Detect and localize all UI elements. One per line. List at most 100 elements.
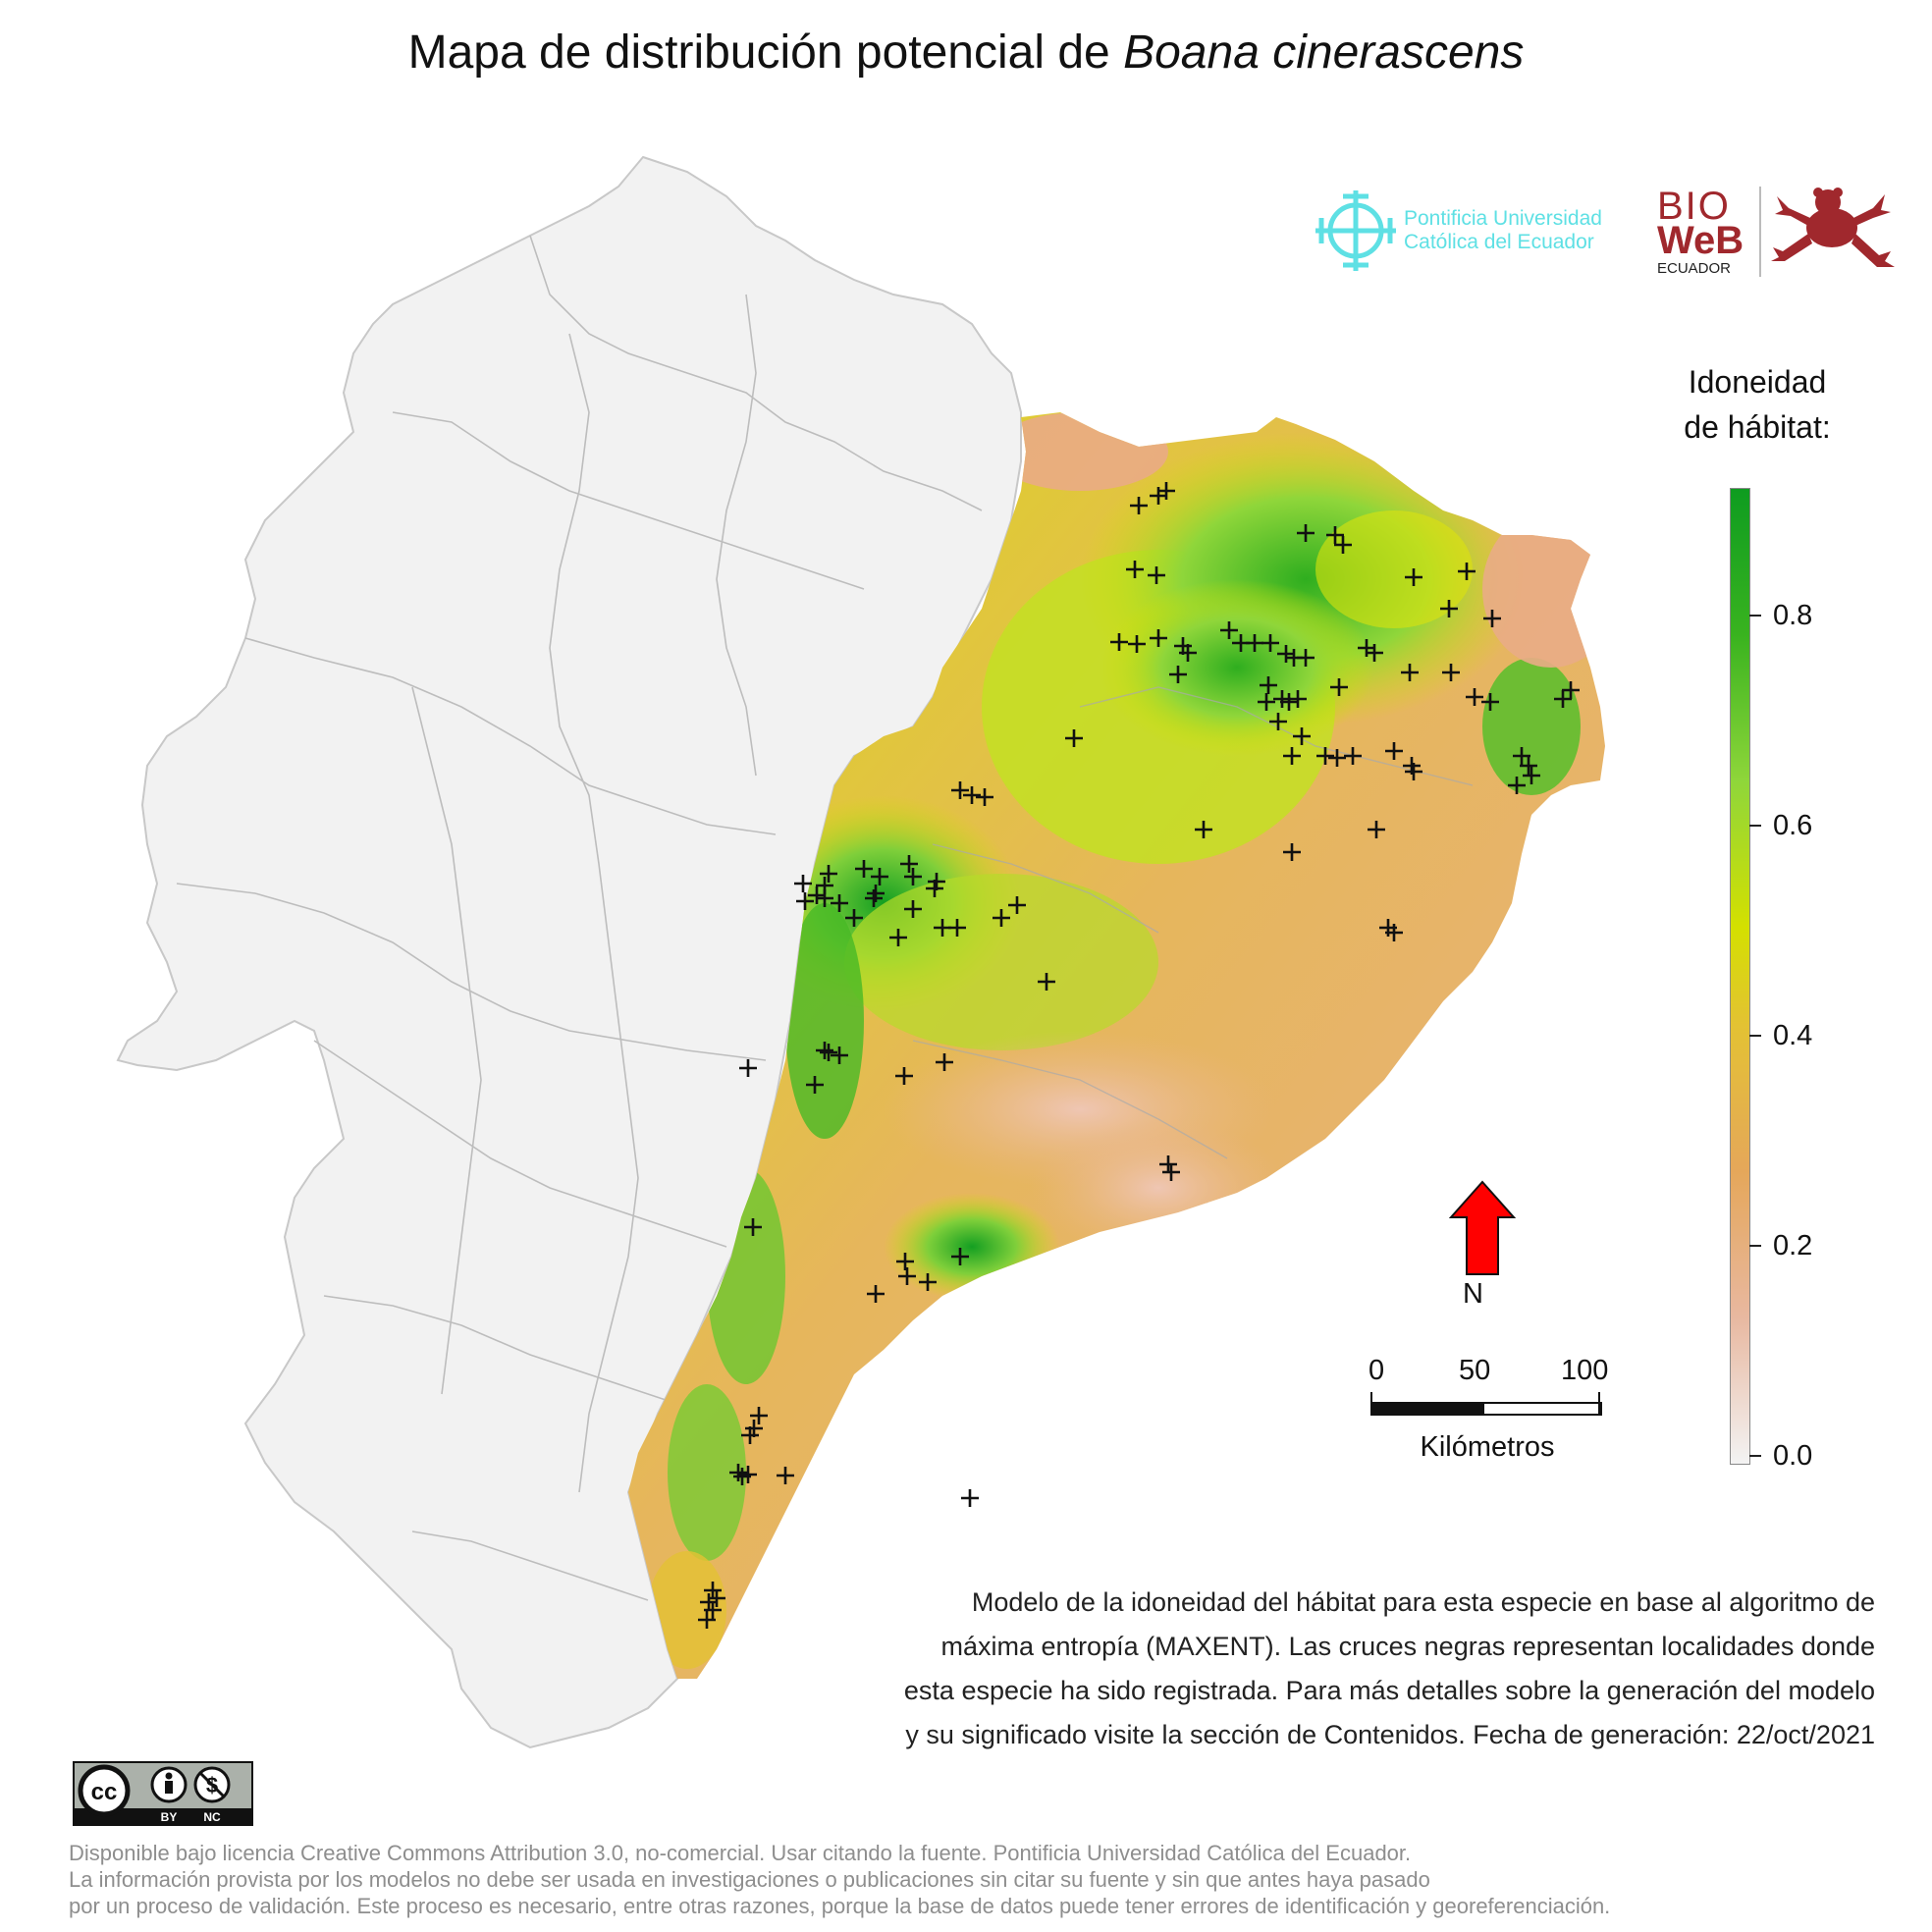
- occurrence-cross: [1280, 693, 1298, 711]
- occurrence-cross: [700, 1593, 718, 1611]
- occurrence-cross: [1157, 482, 1175, 500]
- occurrence-cross: [816, 1042, 833, 1059]
- legend-tick-label: 0.0: [1773, 1440, 1813, 1472]
- occurrence-cross: [816, 889, 833, 907]
- occurrence-cross: [919, 1273, 937, 1291]
- occurrence-cross: [741, 1426, 759, 1444]
- bioweb-line1: BIO: [1657, 185, 1731, 228]
- occurrence-records: [698, 482, 1580, 1629]
- legend-tick: [1749, 1245, 1761, 1247]
- puce-line1: Pontificia Universidad: [1404, 207, 1602, 230]
- occurrence-cross: [708, 1589, 725, 1607]
- occurrence-cross: [904, 868, 922, 886]
- occurrence-cross: [1289, 690, 1307, 708]
- description-line1: Modelo de la idoneidad del hábitat para …: [971, 1587, 1875, 1617]
- occurrence-cross: [750, 1407, 768, 1424]
- occurrence-cross: [796, 892, 814, 910]
- occurrence-cross: [1159, 1155, 1177, 1173]
- occurrence-cross: [831, 1046, 848, 1064]
- occurrence-cross: [1368, 821, 1385, 838]
- river-lines: [912, 686, 1474, 1159]
- occurrence-cross: [898, 1267, 916, 1285]
- occurrence-cross: [865, 889, 883, 907]
- occurrence-cross: [1366, 644, 1383, 662]
- occurrence-cross: [845, 909, 863, 927]
- occurrence-cross: [1328, 749, 1346, 767]
- occurrence-cross: [1169, 666, 1187, 683]
- occurrence-cross: [1401, 664, 1419, 681]
- occurrence-cross: [926, 880, 943, 897]
- bioweb-logo: BIO WeB ECUADOR: [1649, 183, 1905, 281]
- footer-line2: La información provista por los modelos …: [69, 1867, 1430, 1892]
- occurrence-cross: [1405, 763, 1422, 780]
- footer-line3: por un proceso de validación. Este proce…: [69, 1894, 1611, 1918]
- occurrence-cross: [867, 1285, 885, 1303]
- bioweb-line2: WeB: [1657, 219, 1744, 262]
- occurrence-cross: [1513, 747, 1530, 765]
- occurrence-cross: [794, 875, 812, 892]
- occurrence-cross: [1344, 747, 1362, 765]
- occurrence-cross: [1008, 896, 1026, 914]
- occurrence-cross: [808, 886, 826, 904]
- legend-title-line2: de hábitat:: [1684, 409, 1831, 445]
- occurrence-cross: [963, 786, 981, 804]
- occurrence-cross: [900, 855, 918, 873]
- occurrence-cross: [993, 909, 1010, 927]
- occurrence-cross: [1440, 600, 1458, 617]
- occurrence-cross: [704, 1601, 722, 1619]
- occurrence-cross: [1038, 973, 1055, 991]
- occurrence-cross: [1385, 924, 1403, 941]
- occurrence-cross: [855, 860, 873, 878]
- occurrence-cross: [1554, 690, 1572, 708]
- occurrence-cross: [1150, 629, 1167, 647]
- occurrence-cross: [820, 1044, 837, 1061]
- occurrence-cross: [1442, 664, 1460, 681]
- occurrence-cross: [1260, 676, 1277, 694]
- legend-tick: [1749, 1035, 1761, 1037]
- occurrence-cross: [1269, 713, 1287, 730]
- occurrence-cross: [1562, 681, 1580, 699]
- occurrence-cross: [1297, 524, 1315, 542]
- legend-tick-label: 0.4: [1773, 1020, 1813, 1051]
- occurrence-cross: [1195, 821, 1212, 838]
- occurrence-cross: [1334, 536, 1352, 554]
- by-badge-text: BY: [161, 1810, 178, 1824]
- map-description: Modelo de la idoneidad del hábitat para …: [746, 1581, 1875, 1757]
- footer-line1: Disponible bajo licencia Creative Common…: [69, 1841, 1412, 1865]
- puce-line2: Católica del Ecuador: [1404, 231, 1594, 253]
- frog-icon: [1771, 188, 1895, 267]
- scale-bar: 0 50 100: [1368, 1355, 1608, 1473]
- scale-label-100: 100: [1561, 1355, 1609, 1386]
- scale-label-0: 0: [1368, 1355, 1385, 1386]
- occurrence-cross: [951, 781, 969, 799]
- occurrence-cross: [1405, 568, 1422, 586]
- occurrence-cross: [1128, 635, 1146, 653]
- occurrence-cross: [1246, 634, 1263, 652]
- occurrence-cross: [1466, 688, 1483, 706]
- occurrence-cross: [1520, 757, 1537, 775]
- nc-badge-text: NC: [203, 1810, 221, 1824]
- species-name: Boana cinerascens: [1123, 27, 1525, 79]
- occurrence-cross: [1110, 633, 1128, 651]
- occurrence-cross: [1258, 693, 1275, 711]
- north-arrow-icon: [1449, 1180, 1516, 1275]
- occurrence-cross: [1126, 561, 1144, 578]
- occurrence-cross: [961, 1489, 979, 1507]
- occurrence-cross: [1130, 497, 1148, 514]
- occurrence-cross: [871, 868, 888, 886]
- puce-text: Pontificia Universidad Católica del Ecua…: [1404, 207, 1602, 254]
- legend-title-line1: Idoneidad: [1688, 364, 1827, 400]
- occurrence-cross: [896, 1253, 914, 1270]
- occurrence-cross: [936, 1053, 953, 1071]
- occurrence-cross: [976, 788, 993, 806]
- occurrence-cross: [895, 1067, 913, 1085]
- occurrence-cross: [1385, 742, 1403, 760]
- license-footer: Disponible bajo licencia Creative Common…: [69, 1840, 1914, 1919]
- occurrence-cross: [729, 1464, 747, 1481]
- occurrence-cross: [739, 1466, 757, 1483]
- occurrence-cross: [831, 894, 848, 912]
- description-line4: y su significado visite la sección de Co…: [905, 1720, 1875, 1749]
- province-boundaries: [176, 235, 1532, 1601]
- scale-unit: Kilómetros: [1420, 1431, 1555, 1463]
- occurrence-cross: [1481, 693, 1499, 711]
